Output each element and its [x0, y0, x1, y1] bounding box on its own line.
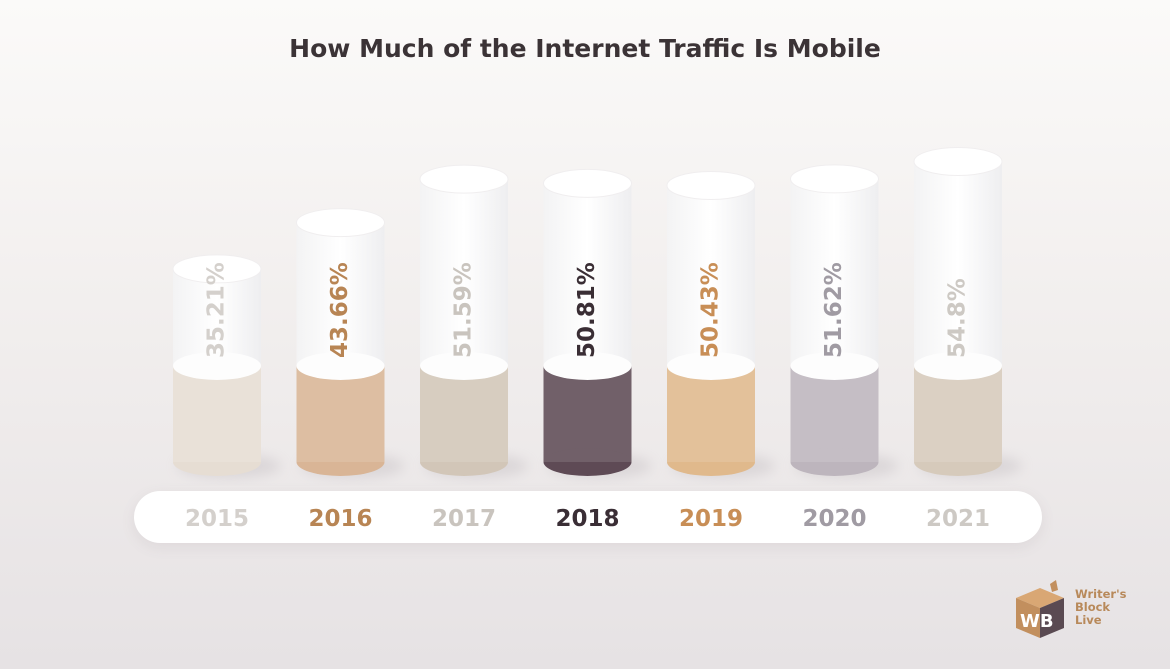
bar-white-base [543, 352, 632, 380]
bar-color-body [543, 366, 632, 462]
bar-white-body [667, 185, 755, 366]
value-label: 43.66% [327, 262, 353, 358]
year-label: 2018 [555, 506, 619, 532]
bar-2018: 50.81% [543, 168, 652, 478]
bar-color-base [420, 448, 508, 476]
value-label: 51.62% [821, 262, 847, 358]
bar-top-cap [419, 164, 509, 194]
bar-white-body [914, 161, 1002, 366]
bar-top-cap [296, 208, 385, 238]
bar-top-cap [913, 146, 1003, 176]
bar-white-base [296, 352, 385, 380]
bar-2020: 51.62% [790, 164, 899, 478]
bar-top-cap [543, 168, 632, 198]
bar-color-base [296, 448, 385, 476]
bar-color-body [790, 366, 879, 462]
logo-box-icon: WB [1016, 580, 1064, 638]
bar-color-sheen [667, 366, 755, 462]
year-label-bar [134, 491, 1042, 543]
svg-text:WB: WB [1020, 611, 1054, 632]
year-label: 2015 [185, 506, 249, 532]
year-label: 2016 [308, 506, 372, 532]
bar-white-body [296, 222, 385, 366]
bar-white-body [420, 179, 508, 366]
value-label: 51.59% [451, 262, 477, 358]
bar-color-base [543, 448, 632, 476]
bar-color-base [667, 448, 755, 476]
bar-color-sheen [914, 366, 1002, 462]
bar-white-body [173, 268, 261, 366]
bar-color-body [296, 366, 385, 462]
bar-white-base [914, 352, 1002, 380]
logo-text-line2: Block [1075, 600, 1111, 614]
logo-text-line3: Live [1075, 613, 1102, 627]
bar-white-base [173, 352, 261, 380]
bar-white-base [667, 352, 755, 380]
logo-text-line1: Writer's [1075, 587, 1127, 601]
bar-color-body [420, 366, 508, 462]
bar-2016: 43.66% [296, 208, 405, 478]
value-label: 50.43% [698, 262, 724, 358]
bar-white-base [790, 352, 879, 380]
bar-color-sheen [296, 366, 385, 462]
brand-logo: WB Writer's Block Live [1012, 580, 1152, 640]
bar-2021: 54.8% [913, 146, 1022, 478]
bar-top-cap [790, 164, 879, 194]
value-label: 35.21% [204, 262, 230, 358]
bar-color-base [790, 448, 879, 476]
bar-2015: 35.21% [172, 254, 281, 478]
value-label: 54.8% [945, 278, 971, 358]
bar-white-base [420, 352, 508, 380]
year-labels-group: 2015 2016 2017 2018 2019 2020 2021 [185, 506, 990, 532]
value-label: 50.81% [574, 262, 600, 358]
bar-color-base [173, 448, 261, 476]
bar-top-cap [172, 254, 262, 284]
bar-2019: 50.43% [666, 170, 775, 478]
year-label: 2020 [802, 506, 866, 532]
bar-white-body [543, 183, 632, 366]
bar-color-body [667, 366, 755, 462]
bar-color-sheen [420, 366, 508, 462]
bars-group: 35.21% 43.66% 51.59% 50.81% 50.43% 51.62% 54.8… [172, 146, 1022, 478]
bar-color-sheen [173, 366, 261, 462]
chart-title: How Much of the Internet Traffic Is Mobi… [289, 34, 881, 63]
year-label: 2019 [679, 506, 743, 532]
bar-top-cap [666, 170, 756, 200]
year-label: 2021 [926, 506, 990, 532]
bar-color-sheen [790, 366, 879, 462]
bar-color-body [173, 366, 261, 462]
bar-white-body [790, 178, 879, 366]
bar-color-sheen [543, 366, 632, 462]
bar-2017: 51.59% [419, 164, 528, 478]
year-label: 2017 [432, 506, 496, 532]
bar-color-body [914, 366, 1002, 462]
bar-color-base [914, 448, 1002, 476]
